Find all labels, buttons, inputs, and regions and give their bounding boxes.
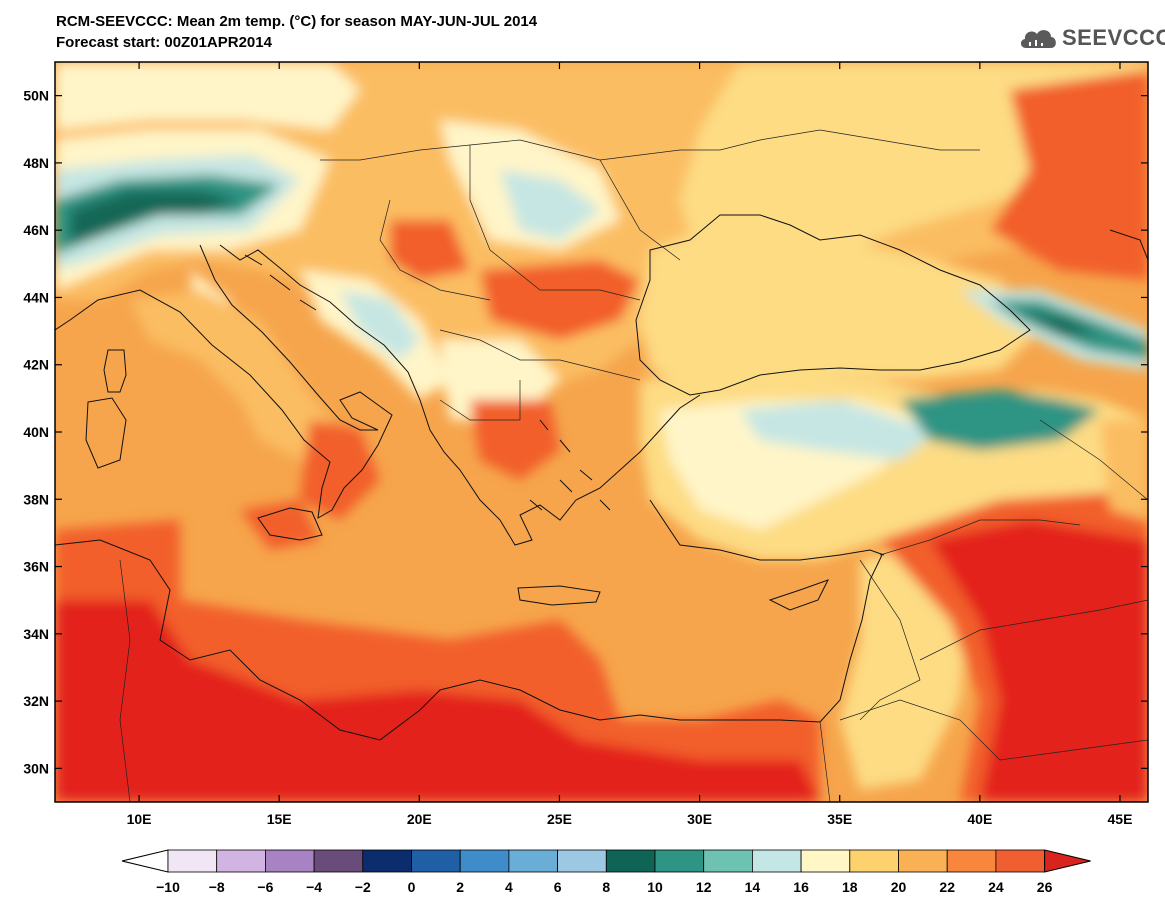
colorbar-label: 22 [939, 879, 955, 895]
colorbar-over-triangle [1044, 849, 1091, 873]
colorbar-label: 20 [891, 879, 907, 895]
carpathians-cold [500, 170, 600, 240]
colorbar-swatch [459, 849, 510, 873]
colorbar-swatch [313, 849, 364, 873]
colorbar-swatch [752, 849, 802, 873]
colorbar: −10 −8 −6 −4 −2 0 2 4 6 8 10 12 14 16 18 20 22 24 26 [121, 849, 1091, 895]
caucasus-peak [1020, 310, 1100, 335]
russia-hot-field [990, 70, 1148, 280]
lat-label: 48N [23, 155, 49, 171]
colorbar-swatch [216, 849, 266, 873]
lat-label: 46N [23, 222, 49, 238]
forecast-start: Forecast start: 00Z01APR2014 [56, 34, 272, 51]
anatolia-cold [740, 400, 940, 460]
lat-label: 44N [23, 289, 49, 305]
longitude-axis: 10E 15E 20E 25E 30E 35E 40E 45E [127, 62, 1133, 827]
colorbar-under-triangle [121, 849, 169, 873]
colorbar-label: 6 [554, 879, 562, 895]
lon-label: 15E [267, 811, 292, 827]
colorbar-label: −2 [355, 879, 371, 895]
colorbar-label: 0 [408, 879, 416, 895]
lon-label: 30E [687, 811, 712, 827]
lon-label: 35E [827, 811, 852, 827]
page-title: RCM-SEEVCCC: Mean 2m temp. (°C) for seas… [56, 13, 538, 30]
colorbar-label: −10 [156, 879, 180, 895]
colorbar-label: 2 [456, 879, 464, 895]
colorbar-swatch [508, 849, 558, 873]
coastlines [55, 214, 1148, 741]
pannonian-hot [390, 220, 470, 280]
anatolia-alpine [900, 390, 1100, 450]
colorbar-label: 26 [1037, 879, 1053, 895]
north-africa-core [55, 600, 820, 802]
colorbar-swatch [995, 849, 1046, 873]
lon-label: 40E [967, 811, 992, 827]
colorbar-label: 12 [696, 879, 712, 895]
lon-label: 25E [547, 811, 572, 827]
colorbar-swatch [605, 849, 656, 873]
lon-label: 10E [127, 811, 152, 827]
italy-warm [130, 290, 330, 460]
central-europe-cool [55, 62, 360, 130]
romania-hot [480, 260, 640, 340]
colorbar-label: 16 [793, 879, 809, 895]
colorbar-label: 18 [842, 879, 858, 895]
colorbar-label: −4 [306, 879, 322, 895]
colorbar-swatch [898, 849, 948, 873]
lat-label: 42N [23, 357, 49, 373]
colorbar-swatch [849, 849, 899, 873]
colorbar-label: 14 [745, 879, 761, 895]
country-borders [119, 129, 1148, 802]
dinaric-cold [340, 290, 420, 360]
lat-label: 32N [23, 693, 49, 709]
sicily-hot [240, 500, 320, 550]
calabria-hot [300, 420, 380, 520]
lat-label: 38N [23, 491, 49, 507]
syria-core [930, 520, 1148, 802]
colorbar-swatch [557, 849, 607, 873]
black-sea-field [640, 225, 1040, 390]
colorbar-swatch [703, 849, 753, 873]
lon-label: 45E [1108, 811, 1133, 827]
latitude-axis: 50N 48N 46N 44N 42N 40N 38N 36N 34N 32N 30N [23, 88, 1148, 776]
colorbar-label: −6 [257, 879, 273, 895]
cloud-logo-icon [1020, 30, 1056, 48]
colorbar-label: 4 [505, 879, 513, 895]
colorbar-label: 10 [647, 879, 663, 895]
temperature-field [55, 62, 1148, 802]
colorbar-swatch [654, 849, 705, 873]
colorbar-swatch [264, 849, 315, 873]
colorbar-label: 24 [988, 879, 1004, 895]
lat-label: 34N [23, 626, 49, 642]
lon-label: 20E [407, 811, 432, 827]
colorbar-label: −8 [209, 879, 225, 895]
alps-peak-band [70, 190, 240, 245]
logo-text: SEEVCCC [1062, 25, 1165, 50]
colorbar-swatch [362, 849, 412, 873]
lat-label: 30N [23, 760, 49, 776]
lat-label: 50N [23, 88, 49, 104]
colorbar-swatch [946, 849, 997, 873]
colorbar-swatch [411, 849, 461, 873]
colorbar-swatch [167, 849, 218, 873]
lat-label: 40N [23, 424, 49, 440]
seevccc-logo: SEEVCCC [1018, 22, 1165, 54]
colorbar-swatch [800, 849, 851, 873]
lat-label: 36N [23, 559, 49, 575]
colorbar-label: 8 [602, 879, 610, 895]
iran-highland-cool [1100, 420, 1148, 520]
